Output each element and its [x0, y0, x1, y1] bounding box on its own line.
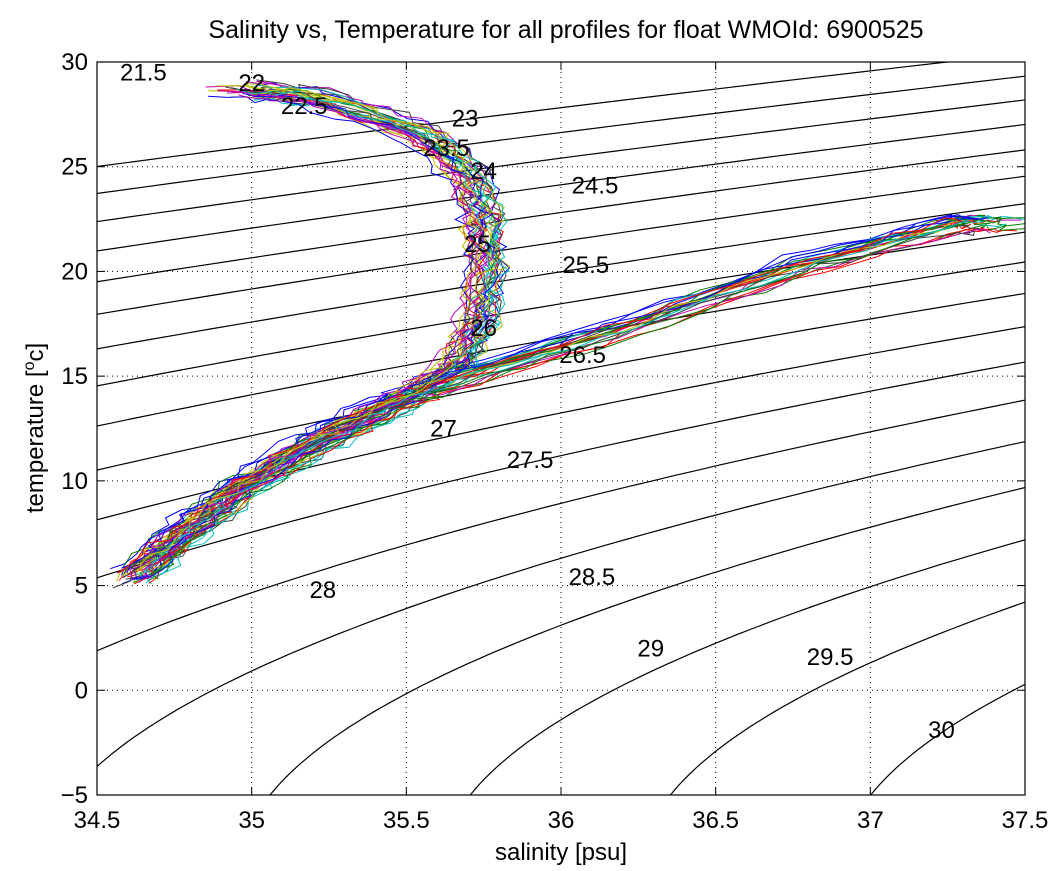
x-tick-label: 36.5: [692, 807, 739, 834]
profile-line: [147, 218, 1025, 576]
y-tick-label: 5: [75, 573, 88, 600]
x-tick-label: 37: [857, 807, 884, 834]
profile-line: [152, 89, 511, 581]
chart-title: Salinity vs, Temperature for all profile…: [208, 16, 923, 44]
isopycnal-line: [269, 486, 1025, 795]
isopycnal-label: 22: [238, 70, 265, 97]
isopycnal-label: 25: [464, 231, 491, 258]
axis-ticks: [96, 61, 1026, 796]
isopycnal-label: 27: [430, 416, 457, 443]
isopycnal-label: 24: [470, 158, 497, 185]
y-axis-title: temperature [oc]: [21, 343, 49, 513]
isopycnal-label: 23: [452, 106, 479, 133]
profile-line: [129, 90, 480, 578]
isopycnal-line: [97, 149, 1025, 283]
x-axis-title: salinity [psu]: [495, 839, 627, 866]
grid-lines: [97, 62, 1025, 795]
profile-line: [135, 220, 1007, 576]
isopycnal-contours: [97, 62, 1025, 795]
isopycnal-line: [469, 539, 1025, 795]
profile-line: [139, 83, 498, 575]
isopycnal-line: [97, 75, 1025, 195]
x-tick-labels: 34.5 35 35.5 36 36.5 37 37.5: [74, 807, 1049, 834]
isopycnal-line: [97, 292, 1025, 471]
profile-line: [116, 90, 475, 582]
isopycnal-line: [97, 441, 1025, 768]
y-tick-label: 30: [61, 49, 88, 76]
isopycnal-line: [97, 326, 1025, 521]
isopycnal-label: 22.5: [281, 93, 328, 120]
isopycnal-line: [97, 123, 1025, 252]
x-tick-label: 35: [238, 807, 265, 834]
y-tick-label: 10: [61, 468, 88, 495]
isopycnal-label: 26: [470, 315, 497, 342]
y-tick-label: −5: [61, 782, 88, 809]
isopycnal-label: 29.5: [807, 644, 854, 671]
isopycnal-label: 21.5: [120, 59, 167, 86]
y-tick-label: 25: [61, 154, 88, 181]
isopycnal-label: 28: [309, 577, 336, 604]
isopycnal-line: [97, 361, 1025, 579]
x-tick-label: 34.5: [74, 807, 121, 834]
isopycnal-label: 29: [637, 635, 664, 662]
x-tick-label: 35.5: [383, 807, 430, 834]
isopycnal-label: 30: [928, 717, 955, 744]
isopycnal-label: 24.5: [572, 173, 619, 200]
profile-line: [126, 217, 980, 574]
isopycnal-label: 25.5: [562, 252, 609, 279]
isopycnal-line: [670, 601, 1025, 795]
x-tick-label: 37.5: [1002, 807, 1049, 834]
y-axis-title-superscript: o: [21, 361, 38, 370]
isopycnal-line: [97, 175, 1025, 315]
isopycnal-label: 27.5: [507, 447, 554, 474]
y-axis-title-tail: c]: [22, 343, 49, 362]
isopycnal-label: 26.5: [559, 342, 606, 369]
profile-lines: [110, 79, 1025, 589]
profile-line: [116, 85, 475, 574]
y-tick-label: 20: [61, 258, 88, 285]
y-tick-label: 0: [75, 677, 88, 704]
y-tick-label: 15: [61, 363, 88, 390]
profile-line: [140, 94, 494, 581]
isopycnal-line: [97, 99, 1025, 223]
x-tick-label: 36: [548, 807, 575, 834]
isopycnal-label: 23.5: [423, 135, 470, 162]
y-axis-title-main: temperature [: [22, 370, 49, 513]
isopycnal-label: 28.5: [569, 564, 616, 591]
isopycnal-line: [97, 399, 1025, 652]
y-tick-labels: −5 0 5 10 15 20 25 30: [61, 49, 88, 809]
